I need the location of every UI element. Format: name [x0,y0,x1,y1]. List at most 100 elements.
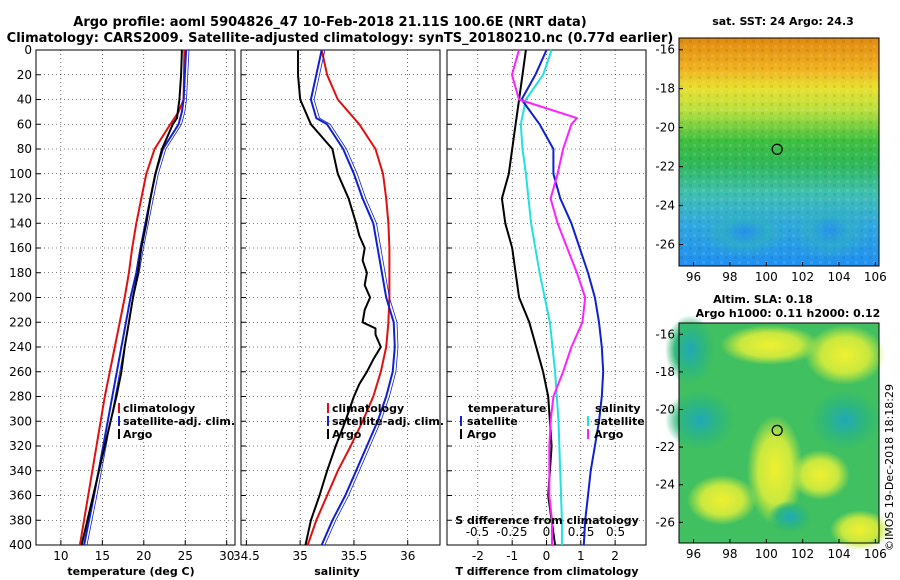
x-tick-label: 15 [95,549,110,563]
y-tick-label: 380 [9,513,32,527]
y-tick-label: 80 [17,142,32,156]
temperature-xlabel: temperature (deg C) [67,565,194,578]
y-tick-label: 120 [9,192,32,206]
map-y-tick-label: -20 [655,121,675,135]
sla-high-patch [830,510,890,550]
x-tick-label: 0 [543,549,551,563]
x-tick-label: -1 [506,549,518,563]
y-tick-label: 140 [9,216,32,230]
series-line-argo [297,50,382,546]
y-tick-label: 200 [9,291,32,305]
sst-cool-patch [700,207,790,257]
map-y-tick-label: -22 [655,440,675,454]
sla-map: 96 98 100 102 104 106 -16 -18 -20 -22 -24 -26 [655,315,890,561]
y-tick-label: 180 [9,266,32,280]
map-y-tick-label: -26 [655,238,675,252]
map-y-tick-label: -18 [655,82,675,96]
legend-label-satellite: satellite-adj. clim. [123,415,235,428]
y-tick-label: 300 [9,414,32,428]
y-tick-label: 40 [17,93,32,107]
map-frame [678,37,880,267]
sla-high-patch [720,325,820,365]
map-x-tick-label: 104 [828,547,851,561]
map-y-tick-label: -24 [655,478,675,492]
map-x-tick-label: 100 [755,547,778,561]
argo-location-marker [771,143,783,155]
x2-tick-label: 0 [543,525,551,539]
sst-cool-patch [790,200,870,260]
plot-frame [35,49,236,546]
y-tick-label: 160 [9,241,32,255]
x-tick-label: 2 [611,549,619,563]
legend-heading-temperature: temperature [468,402,546,415]
legend-label-s-satellite: satellite [594,415,645,428]
y-tick-label: 20 [17,68,32,82]
x-tick-label: 10 [53,549,68,563]
y-tick-label: 400 [9,538,32,552]
map-x-tick-label: 104 [828,270,851,284]
y-tick-label: 60 [17,117,32,131]
difference-legend-left: temperature satellite Argo [460,402,546,441]
series-line-climatology [78,49,186,546]
map-x-tick-label: 96 [686,270,701,284]
map-x-tick-label: 106 [864,547,887,561]
map-x-tick-label: 102 [791,547,814,561]
map-y-tick-label: -24 [655,199,675,213]
legend-label-s-argo: Argo [594,428,624,441]
map-y-tick-label: -18 [655,365,675,379]
sla-low-patch [810,390,880,450]
x2-tick-label: -0.25 [496,525,527,539]
argo-location-marker [771,424,783,436]
map-y-tick-label: -20 [655,402,675,416]
y-tick-label: 220 [9,315,32,329]
credit-text: ©IMOS 19-Dec-2018 18:18:29 [883,384,896,551]
difference-panel: -2 -1 0 1 2 -0.5 -0.25 0 0.25 0.5 [446,49,647,563]
x2-tick-label: 0.5 [606,525,625,539]
legend-label-argo: Argo [467,428,497,441]
map-y-tick-label: -16 [655,43,675,57]
x-tick-label: -2 [472,549,484,563]
sla-low-patch [665,315,715,385]
y-tick-label: 320 [9,439,32,453]
x-tick-label: 30 [219,549,234,563]
y-tick-label: 0 [24,43,32,57]
y-tick-label: 360 [9,489,32,503]
map-y-tick-label: -16 [655,327,675,341]
legend-label-argo: Argo [123,428,153,441]
legend-label-satellite: satellite-adj. clim. [332,415,444,428]
temperature-panel: 10 15 20 25 30020406080100120140160180200220… [9,43,236,563]
temperature-legend: climatology satellite-adj. clim. Argo [118,402,235,441]
sla-low-patch [768,501,812,533]
y-tick-label: 340 [9,464,32,478]
series-line-s-argo [511,49,587,545]
x-tick-label: 36 [400,549,415,563]
x-tick-label: 25 [178,549,193,563]
sst-map: 96 98 100 102 104 106 -16 -18 -20 -22 -24 -26 [655,37,887,284]
difference-xlabel: T difference from climatology [455,565,638,578]
sst-map-title: sat. SST: 24 Argo: 24.3 [712,15,854,28]
map-y-tick-label: -22 [655,160,675,174]
salinity-panel: 34.5 35 35.5 36 [233,49,441,563]
map-x-tick-label: 102 [791,270,814,284]
series-line-satellite-thin [313,49,399,546]
series-line-s-satellite [520,49,605,546]
y-tick-label: 280 [9,390,32,404]
x-tick-label: 35.5 [341,549,368,563]
figure-title-line2: Climatology: CARS2009. Satellite-adjuste… [7,31,674,46]
y-tick-label: 100 [9,167,32,181]
sla-map-title: Altim. SLA: 0.18 [713,293,813,306]
sla-high-patch [687,475,757,525]
series-line-argo [80,49,183,546]
salinity-xlabel: salinity [314,565,360,578]
map-y-tick-label: -26 [655,515,675,529]
sla-high-patch [805,325,885,385]
legend-label-satellite: satellite [467,415,518,428]
plot-frame [240,49,441,546]
map-x-tick-label: 96 [686,547,701,561]
x-tick-label: 20 [136,549,151,563]
legend-label-climatology: climatology [123,402,195,415]
legend-label-argo: Argo [332,428,362,441]
series-line-t-argo [500,49,557,546]
x-tick-label: 34.5 [233,549,260,563]
